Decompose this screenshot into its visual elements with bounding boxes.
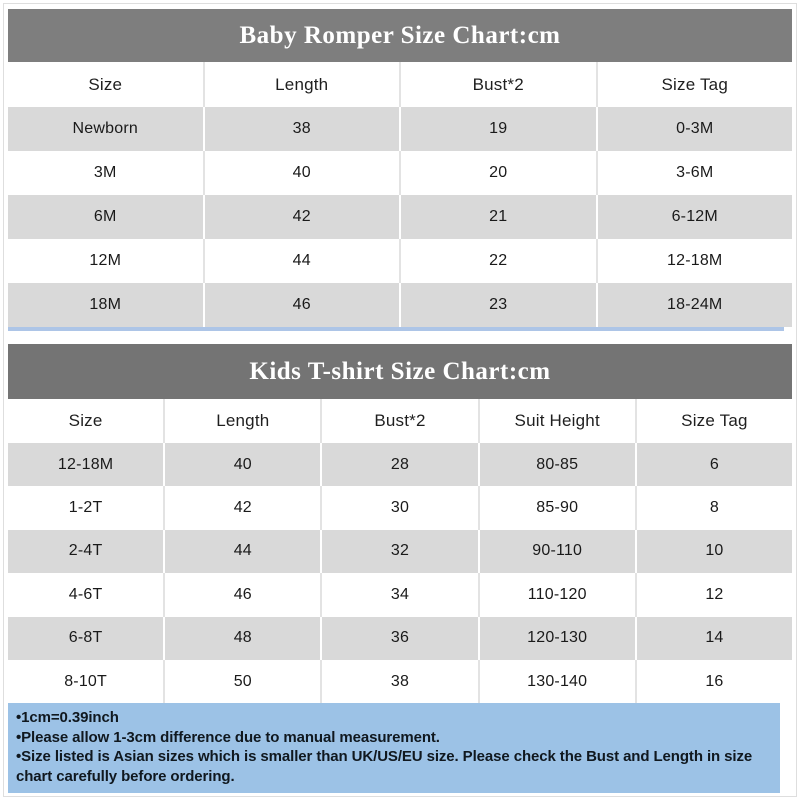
table-cell: 32	[320, 529, 477, 574]
table-cell: 20	[399, 151, 596, 195]
table-cell: 130-140	[477, 659, 635, 704]
table-cell: 12-18M	[595, 239, 793, 283]
table-cell: 3M	[93, 164, 117, 181]
table-cell: 23	[399, 283, 596, 327]
note-line: •Size listed is Asian sizes which is sma…	[16, 748, 753, 785]
table-cell: 8	[634, 486, 792, 530]
table-cell: 6	[634, 443, 792, 487]
tshirt-chart-body: 12-18M 40 28 80-85 6 1-2T 42 30 85-90 8 2-4T 44 32 90…	[8, 443, 792, 704]
column-header: Size	[88, 74, 123, 94]
section-gap	[8, 331, 792, 344]
table-row: 18M 46 23 18-24M	[8, 283, 792, 327]
table-cell: 44	[163, 529, 320, 574]
table-cell: 38	[320, 659, 477, 704]
table-cell: 46	[163, 573, 320, 617]
table-cell: 12-18M	[57, 455, 114, 473]
table-cell: 46	[202, 283, 400, 327]
table-cell: 22	[399, 239, 596, 283]
romper-chart-title: Baby Romper Size Chart:cm	[8, 9, 792, 62]
table-row: 4-6T 46 34 110-120 12	[8, 573, 792, 617]
table-cell: 21	[399, 195, 596, 239]
table-cell: 120-130	[477, 616, 635, 660]
table-cell: 14	[634, 616, 792, 660]
table-cell: 38	[202, 107, 400, 151]
table-cell: 50	[163, 659, 320, 704]
column-header: Size	[68, 411, 103, 430]
table-cell: 3-6M	[595, 151, 793, 195]
table-cell: 48	[163, 616, 320, 660]
table-row: 8-10T 50 38 130-140 16	[8, 659, 792, 704]
table-cell: 30	[320, 486, 477, 530]
column-header: Bust*2	[320, 399, 477, 443]
table-cell: 36	[320, 616, 477, 660]
column-header: Size Tag	[634, 399, 792, 443]
measurement-notes-panel: •1cm=0.39inch •Please allow 1-3cm differ…	[8, 703, 780, 794]
column-header: Length	[163, 399, 320, 443]
table-cell: 110-120	[477, 573, 635, 617]
table-cell: 90-110	[477, 529, 635, 574]
table-row: 12M 44 22 12-18M	[8, 239, 792, 283]
table-row: 3M 40 20 3-6M	[8, 151, 792, 195]
baby-romper-size-chart: Baby Romper Size Chart:cm Size Length Bust…	[8, 9, 792, 331]
table-row: 12-18M 40 28 80-85 6	[8, 443, 792, 487]
table-cell: 18-24M	[595, 283, 793, 327]
romper-chart-body: Newborn 38 19 0-3M 3M 40 20 3-6M 6M 42 21 6-12M 12M 4…	[8, 107, 792, 327]
divider-strip	[8, 327, 784, 331]
table-cell: 12M	[89, 252, 122, 269]
table-cell: 0-3M	[595, 107, 793, 151]
table-cell: 40	[163, 443, 320, 487]
table-cell: 6-8T	[68, 629, 103, 647]
table-cell: 4-6T	[68, 585, 103, 603]
kids-tshirt-size-chart: Kids T-shirt Size Chart:cm Size Length Bus…	[8, 344, 792, 704]
table-cell: 85-90	[477, 486, 635, 530]
table-cell: 6-12M	[595, 195, 793, 239]
table-cell: 28	[320, 443, 477, 487]
table-cell: 34	[320, 573, 477, 617]
table-cell: 6M	[93, 208, 117, 225]
table-row: 6-8T 48 36 120-130 14	[8, 616, 792, 660]
table-row: 1-2T 42 30 85-90 8	[8, 486, 792, 530]
note-line: •1cm=0.39inch	[16, 709, 119, 727]
table-cell: 42	[163, 486, 320, 530]
table-cell: 44	[202, 239, 400, 283]
column-header: Bust*2	[399, 62, 596, 107]
table-cell: 18M	[89, 296, 122, 313]
table-cell: 8-10T	[64, 672, 107, 690]
column-header: Length	[202, 62, 400, 107]
romper-chart-header-row: Size Length Bust*2 Size Tag	[8, 62, 792, 107]
table-row: 2-4T 44 32 90-110 10	[8, 529, 792, 574]
table-cell: 12	[634, 573, 792, 617]
table-row: Newborn 38 19 0-3M	[8, 107, 792, 151]
table-cell: 40	[202, 151, 400, 195]
tshirt-chart-header-row: Size Length Bust*2 Suit Height Size Tag	[8, 399, 792, 443]
table-cell: 16	[634, 659, 792, 704]
table-cell: 19	[399, 107, 596, 151]
column-header: Size Tag	[595, 62, 793, 107]
tshirt-chart-title: Kids T-shirt Size Chart:cm	[8, 344, 792, 399]
size-chart-sheet: Baby Romper Size Chart:cm Size Length Bust…	[8, 9, 792, 794]
table-cell: 2-4T	[68, 542, 103, 560]
table-cell: 42	[202, 195, 400, 239]
table-cell: 1-2T	[68, 499, 103, 517]
table-cell: 80-85	[477, 443, 635, 487]
table-row: 6M 42 21 6-12M	[8, 195, 792, 239]
note-line: •Please allow 1-3cm difference due to ma…	[16, 728, 440, 746]
table-cell: Newborn	[72, 120, 138, 137]
column-header: Suit Height	[477, 399, 635, 443]
table-cell: 10	[634, 529, 792, 574]
